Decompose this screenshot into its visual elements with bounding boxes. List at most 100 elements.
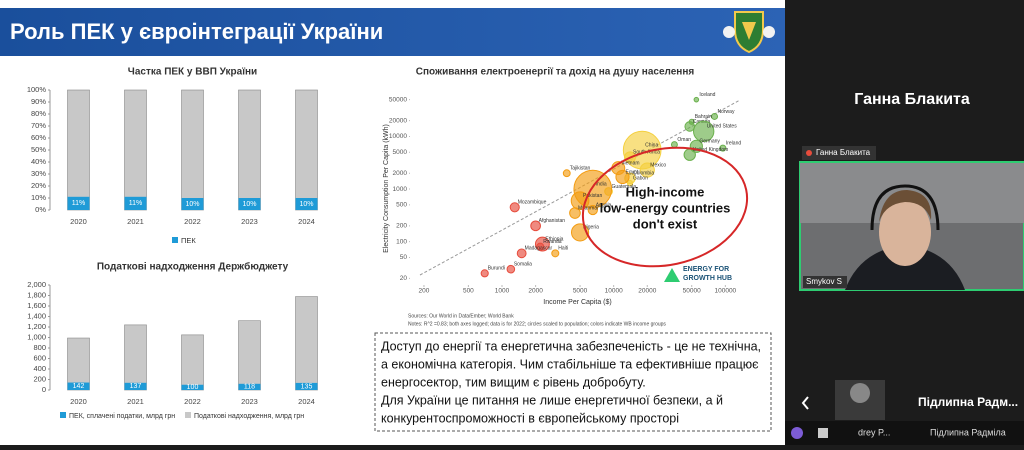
value-label: 11%	[72, 200, 86, 207]
y-tick-label: 10000	[389, 133, 407, 140]
y-tick-label: 100	[396, 238, 407, 245]
x-tick-label: 2020	[70, 397, 87, 406]
y-tick-label: 20%	[31, 181, 46, 190]
bubble	[562, 169, 571, 178]
bubble	[693, 120, 715, 143]
text-line: а економічна категорія. Чим стабільніше …	[381, 357, 759, 371]
point-label: China	[645, 142, 658, 148]
point-label: Guatemala	[612, 184, 637, 190]
taskbar-icon[interactable]	[791, 427, 803, 439]
value-label: 118	[244, 384, 255, 391]
y-tick-label: 100%	[27, 85, 47, 94]
total-bar	[124, 89, 147, 211]
avatar-head	[850, 383, 870, 403]
point-label: Pakistan	[583, 193, 602, 199]
point-label: Ethiopia	[545, 236, 563, 242]
total-bar	[295, 89, 318, 211]
y-tick-label: 2,000	[27, 280, 46, 289]
point-label: Angola	[596, 202, 612, 208]
value-label: 100	[187, 384, 199, 391]
point-label: Afghanistan	[539, 218, 566, 224]
speaker-tag: Ганна Блакита	[816, 148, 871, 157]
sources: Sources: Our World in Data/Ember; World …	[408, 313, 514, 319]
x-tick-label: 200	[419, 288, 430, 295]
x-tick-label: 2021	[127, 217, 144, 226]
logo-text: ENERGY FOR	[683, 266, 729, 273]
y-tick-label: 0	[42, 385, 46, 394]
total-bar	[67, 89, 90, 211]
x-tick-label: 1000	[495, 288, 510, 295]
text-box-lines: Доступ до енергії та енергетична забезпе…	[381, 339, 761, 425]
bar	[124, 382, 147, 390]
point-label: Gabon	[633, 175, 648, 181]
y-tick-label: 10%	[31, 193, 46, 202]
point-label: Myanmar	[578, 205, 599, 211]
x-tick-label: 2023	[241, 397, 258, 406]
slide-title: Роль ПЕК у євроінтеграції України	[10, 19, 383, 44]
legend-label: ПЕК	[181, 236, 196, 245]
x-tick-label: 100000	[714, 288, 736, 295]
y-tick-label: 200	[33, 374, 46, 383]
taskbar-icon[interactable]	[818, 428, 828, 438]
point-label: Egypt	[626, 169, 639, 175]
total-bar	[181, 89, 204, 211]
text-line: конкурентоспроможності в європейському п…	[381, 411, 679, 425]
point-label: Vietnam	[621, 160, 639, 166]
bar	[67, 382, 90, 390]
point-label: Tajikistan	[570, 166, 591, 172]
bubble	[693, 96, 700, 103]
y-tick-label: 2000	[393, 170, 408, 177]
video-tag-bg	[803, 276, 847, 288]
bubble	[536, 242, 545, 251]
point-label: Mozambique	[518, 200, 547, 206]
y-tick-label: 200	[396, 223, 407, 230]
bar	[124, 324, 147, 391]
value-label: 137	[130, 383, 142, 390]
y-tick-label: 1,600	[27, 301, 46, 310]
coat-of-arms	[723, 11, 775, 54]
bubble	[516, 248, 527, 259]
total-bar	[238, 89, 261, 211]
x-tick-label: 50000	[683, 288, 701, 295]
bubble	[530, 220, 541, 232]
bubble	[509, 202, 520, 213]
y-tick-label: 1,800	[27, 290, 46, 299]
bubble	[480, 269, 489, 278]
y-tick-label: 50000	[389, 96, 407, 103]
legend-swatch	[172, 237, 178, 243]
prev-arrow[interactable]	[801, 396, 809, 410]
notes: Notes: R^2 =0.83; both axes logged; data…	[408, 321, 666, 327]
taskbar-item[interactable]: Підлипна Радміла	[930, 427, 1006, 437]
y-tick-label: 1,400	[27, 311, 46, 320]
point-label: Nigeria	[583, 225, 599, 231]
bar	[238, 320, 261, 391]
bubble	[587, 204, 598, 216]
bubble	[506, 264, 516, 274]
x-tick-label: 2021	[127, 397, 144, 406]
video-tag: Smykov S	[806, 277, 842, 286]
bar	[238, 198, 261, 210]
y-tick-label: 30%	[31, 169, 46, 178]
x-axis-label: Income Per Capita ($)	[543, 299, 611, 306]
value-label: 10%	[299, 201, 313, 208]
y-axis-label: Electricity Consumption Per Capita (kWh)	[383, 124, 390, 253]
annotation: High-income	[626, 184, 705, 199]
y-tick-label: 600	[33, 353, 46, 362]
speaker-header: Ганна Блакита	[854, 91, 970, 108]
y-tick-label: 70%	[31, 121, 46, 130]
y-tick-label: 50%	[31, 145, 46, 154]
point-label: Colombia	[633, 171, 654, 177]
video-person	[800, 163, 1024, 290]
text-box	[374, 332, 772, 432]
bubble	[639, 162, 655, 178]
text-line: енергосектор, тим вищим є рівень добробу…	[381, 375, 646, 389]
point-label: United States	[707, 124, 738, 130]
bar	[181, 334, 204, 391]
bar	[181, 384, 204, 390]
taskbar-item[interactable]: drey P...	[858, 427, 890, 437]
x-tick-label: 2023	[241, 217, 258, 226]
mic-off-icon	[806, 150, 812, 156]
text-line: Доступ до енергії та енергетична забезпе…	[381, 339, 761, 353]
y-tick-label: 1000	[393, 186, 408, 193]
y-tick-label: 20000	[389, 117, 407, 124]
